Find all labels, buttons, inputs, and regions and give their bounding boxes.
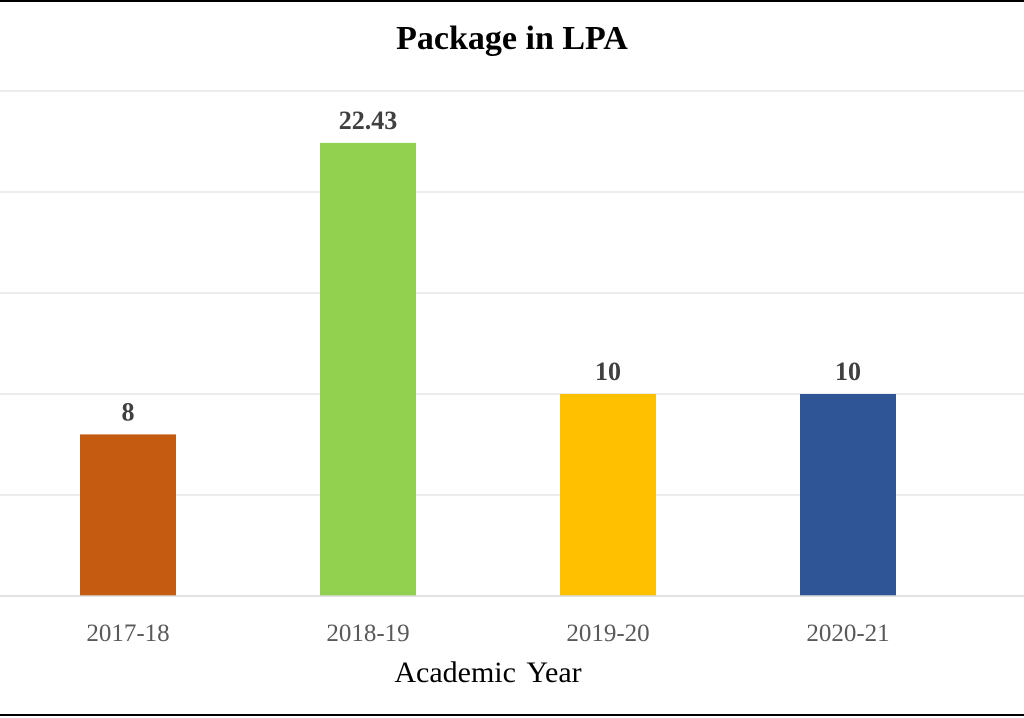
data-label-2020-21: 10	[835, 357, 861, 386]
chart-title: Package in LPA	[396, 20, 628, 57]
x-tick-label-2020-21: 2020-21	[806, 620, 889, 647]
x-axis-label: Academic Year	[394, 656, 582, 689]
bar-2018-19	[320, 142, 416, 596]
x-tick-label-2018-19: 2018-19	[326, 620, 409, 647]
x-tick-label-2019-20: 2019-20	[566, 620, 649, 647]
data-label-2017-18: 8	[122, 397, 135, 426]
bar-2017-18	[80, 434, 176, 596]
data-label-2018-19: 22.43	[339, 106, 398, 135]
data-label-2019-20: 10	[595, 357, 621, 386]
bar-2020-21	[800, 394, 896, 596]
x-tick-label-2017-18: 2017-18	[86, 620, 169, 647]
bar-2019-20	[560, 394, 656, 596]
